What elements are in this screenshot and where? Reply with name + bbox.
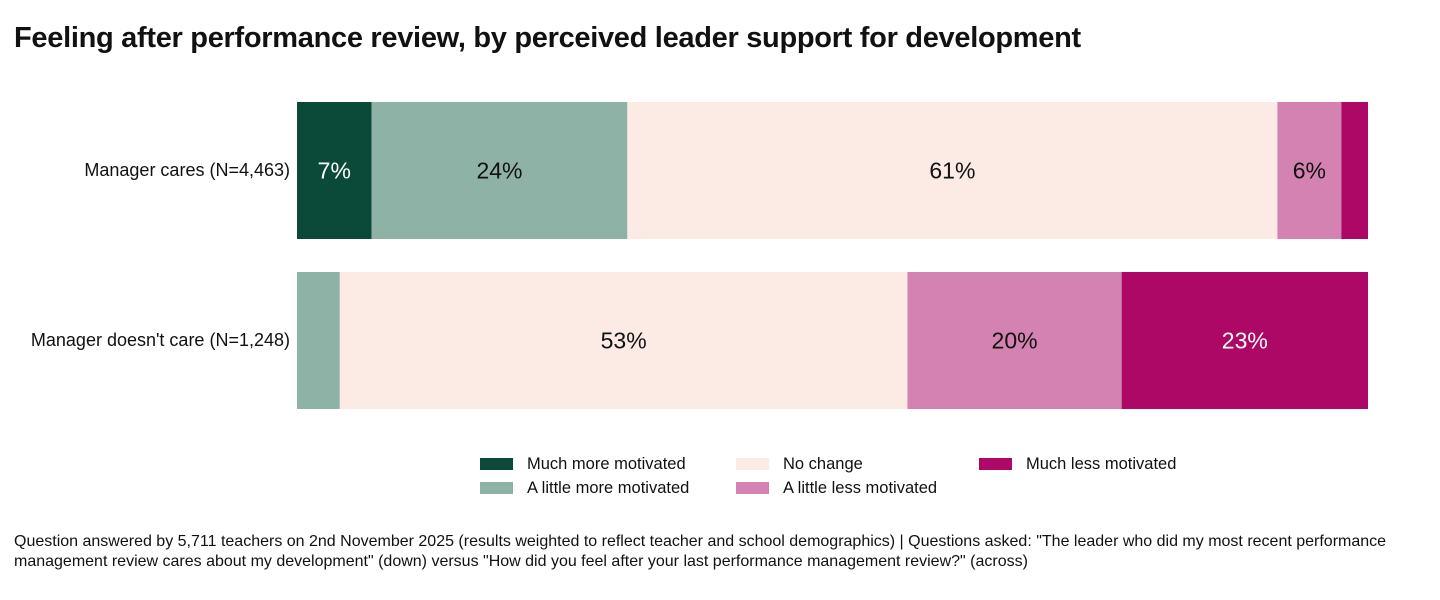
legend: Much more motivated A little more motiva… bbox=[480, 454, 1240, 502]
bar-value-label: 61% bbox=[929, 158, 975, 184]
legend-label: Much less motivated bbox=[1026, 455, 1177, 473]
bar-value-label: 6% bbox=[1293, 158, 1326, 184]
bar-segment bbox=[1121, 272, 1368, 409]
legend-label: A little more motivated bbox=[527, 479, 690, 497]
row-label-manager-doesnt-care: Manager doesn't care (N=1,248) bbox=[30, 330, 290, 350]
legend-label: Much more motivated bbox=[527, 455, 686, 473]
legend-item-little-less: A little less motivated bbox=[736, 478, 937, 498]
bar-value-label: 20% bbox=[992, 328, 1038, 354]
bar-segment bbox=[1277, 102, 1342, 239]
bar-segment bbox=[371, 102, 628, 239]
row-label-manager-cares: Manager cares (N=4,463) bbox=[84, 160, 290, 180]
legend-label: No change bbox=[783, 455, 863, 473]
bar-value-label: 23% bbox=[1222, 328, 1268, 354]
legend-label: A little less motivated bbox=[783, 479, 938, 497]
stacked-bar-chart: 7% 24% 61% 6% 53% 20% 23% bbox=[297, 102, 1368, 409]
bar-segment bbox=[627, 102, 1278, 239]
legend-swatch bbox=[480, 458, 513, 470]
legend-item-much-less: Much less motivated bbox=[979, 454, 1176, 474]
bar-segment bbox=[297, 272, 340, 409]
legend-swatch bbox=[480, 482, 513, 494]
legend-item-little-more: A little more motivated bbox=[480, 478, 689, 498]
bar-segment bbox=[1341, 102, 1368, 239]
legend-swatch bbox=[736, 482, 769, 494]
legend-item-much-more: Much more motivated bbox=[480, 454, 686, 474]
bar-segment bbox=[907, 272, 1122, 409]
legend-item-no-change: No change bbox=[736, 454, 863, 474]
bar-segment bbox=[297, 102, 372, 239]
legend-swatch bbox=[979, 458, 1012, 470]
bar-value-label: 24% bbox=[476, 158, 522, 184]
legend-swatch bbox=[736, 458, 769, 470]
chart-title: Feeling after performance review, by per… bbox=[14, 22, 1081, 54]
bar-segment bbox=[339, 272, 908, 409]
bar-value-label: 7% bbox=[318, 158, 351, 184]
bar-value-label: 53% bbox=[601, 328, 647, 354]
footnote: Question answered by 5,711 teachers on 2… bbox=[14, 533, 1387, 570]
